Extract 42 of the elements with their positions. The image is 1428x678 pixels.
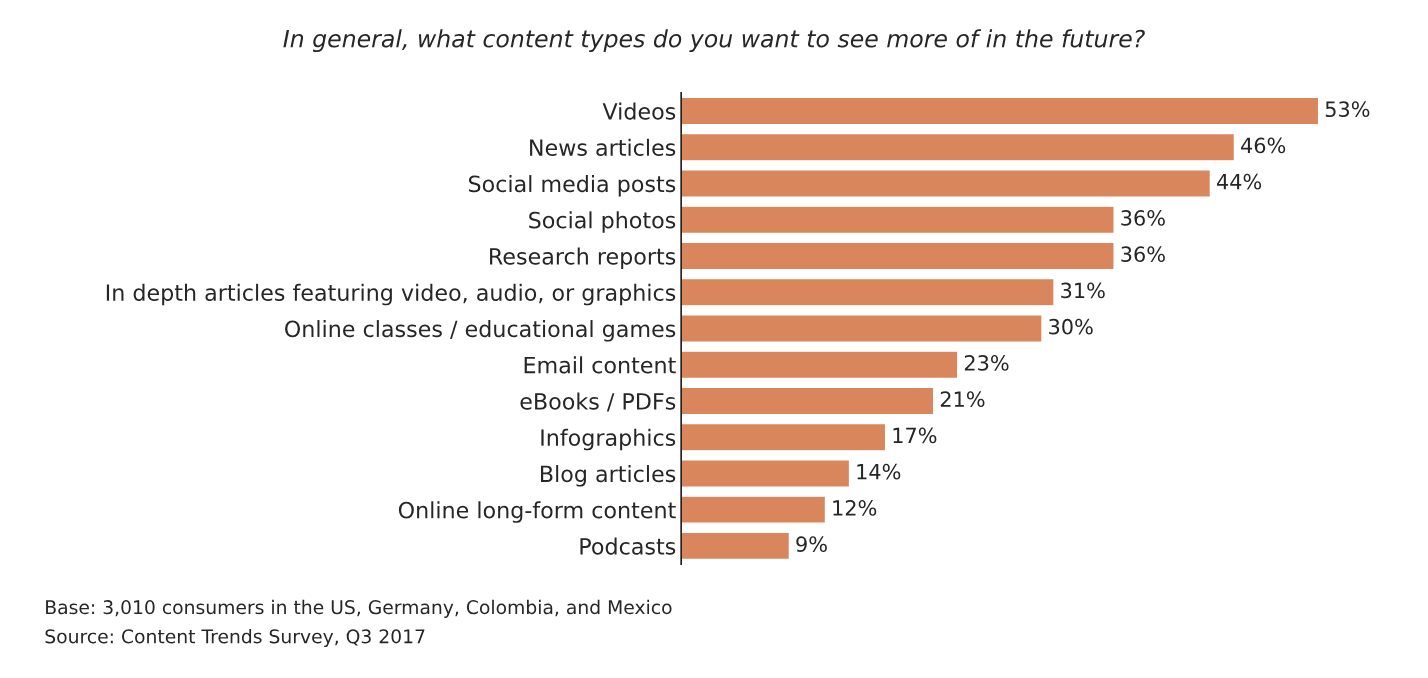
data-label: 36% xyxy=(1121,246,1165,263)
data-label: 53% xyxy=(1325,101,1370,118)
bar xyxy=(681,96,1320,126)
y-tick-label: Videos xyxy=(602,102,676,120)
data-label: 44% xyxy=(1216,173,1262,190)
bar xyxy=(681,314,1043,343)
data-label: 30% xyxy=(1049,318,1093,335)
data-label: 14% xyxy=(857,463,901,480)
y-tick-label: Social media posts xyxy=(468,175,676,197)
y-tick-label: Research reports xyxy=(490,247,676,270)
source-note: Source: Content Trends Survey, Q3 2017 xyxy=(45,628,425,648)
y-tick-label: Infographics xyxy=(541,428,676,451)
bar xyxy=(681,277,1055,307)
y-tick-label: In depth articles featuring video, audio, or graphics xyxy=(106,283,676,306)
data-label: 9% xyxy=(796,536,827,553)
y-tick-label: Social photos xyxy=(529,211,676,233)
y-tick-label: Online classes / educational games xyxy=(285,320,676,342)
bar xyxy=(681,132,1236,162)
y-tick-label: Online long-form content xyxy=(398,501,676,523)
bar xyxy=(681,386,935,416)
data-label: 23% xyxy=(964,355,1009,371)
y-tick-label: Email content xyxy=(524,356,676,374)
bar xyxy=(681,495,827,525)
data-label: 12% xyxy=(833,500,877,516)
bar xyxy=(681,422,887,452)
bar xyxy=(681,169,1212,198)
y-tick-label: News articles xyxy=(530,138,676,157)
bar xyxy=(681,205,1115,235)
data-label: 36% xyxy=(1121,210,1165,226)
data-label: 21% xyxy=(940,391,985,408)
text: Base: 3,010 consumers in the US, Germany, Colombia, and Mexico xyxy=(46,599,672,618)
data-label: 46% xyxy=(1241,137,1286,154)
data-label: 17% xyxy=(893,427,937,444)
y-tick-label: Blog articles xyxy=(541,465,676,487)
bar xyxy=(681,459,851,488)
y-tick-label: Podcasts xyxy=(580,537,676,555)
bar xyxy=(681,241,1115,271)
bar xyxy=(681,531,791,561)
bar xyxy=(681,350,959,380)
y-tick-label: eBooks / PDFs xyxy=(520,392,676,412)
chart-title: In general, what content types do you want to see more of in the future? xyxy=(283,29,1145,53)
data-label: 31% xyxy=(1061,282,1105,299)
